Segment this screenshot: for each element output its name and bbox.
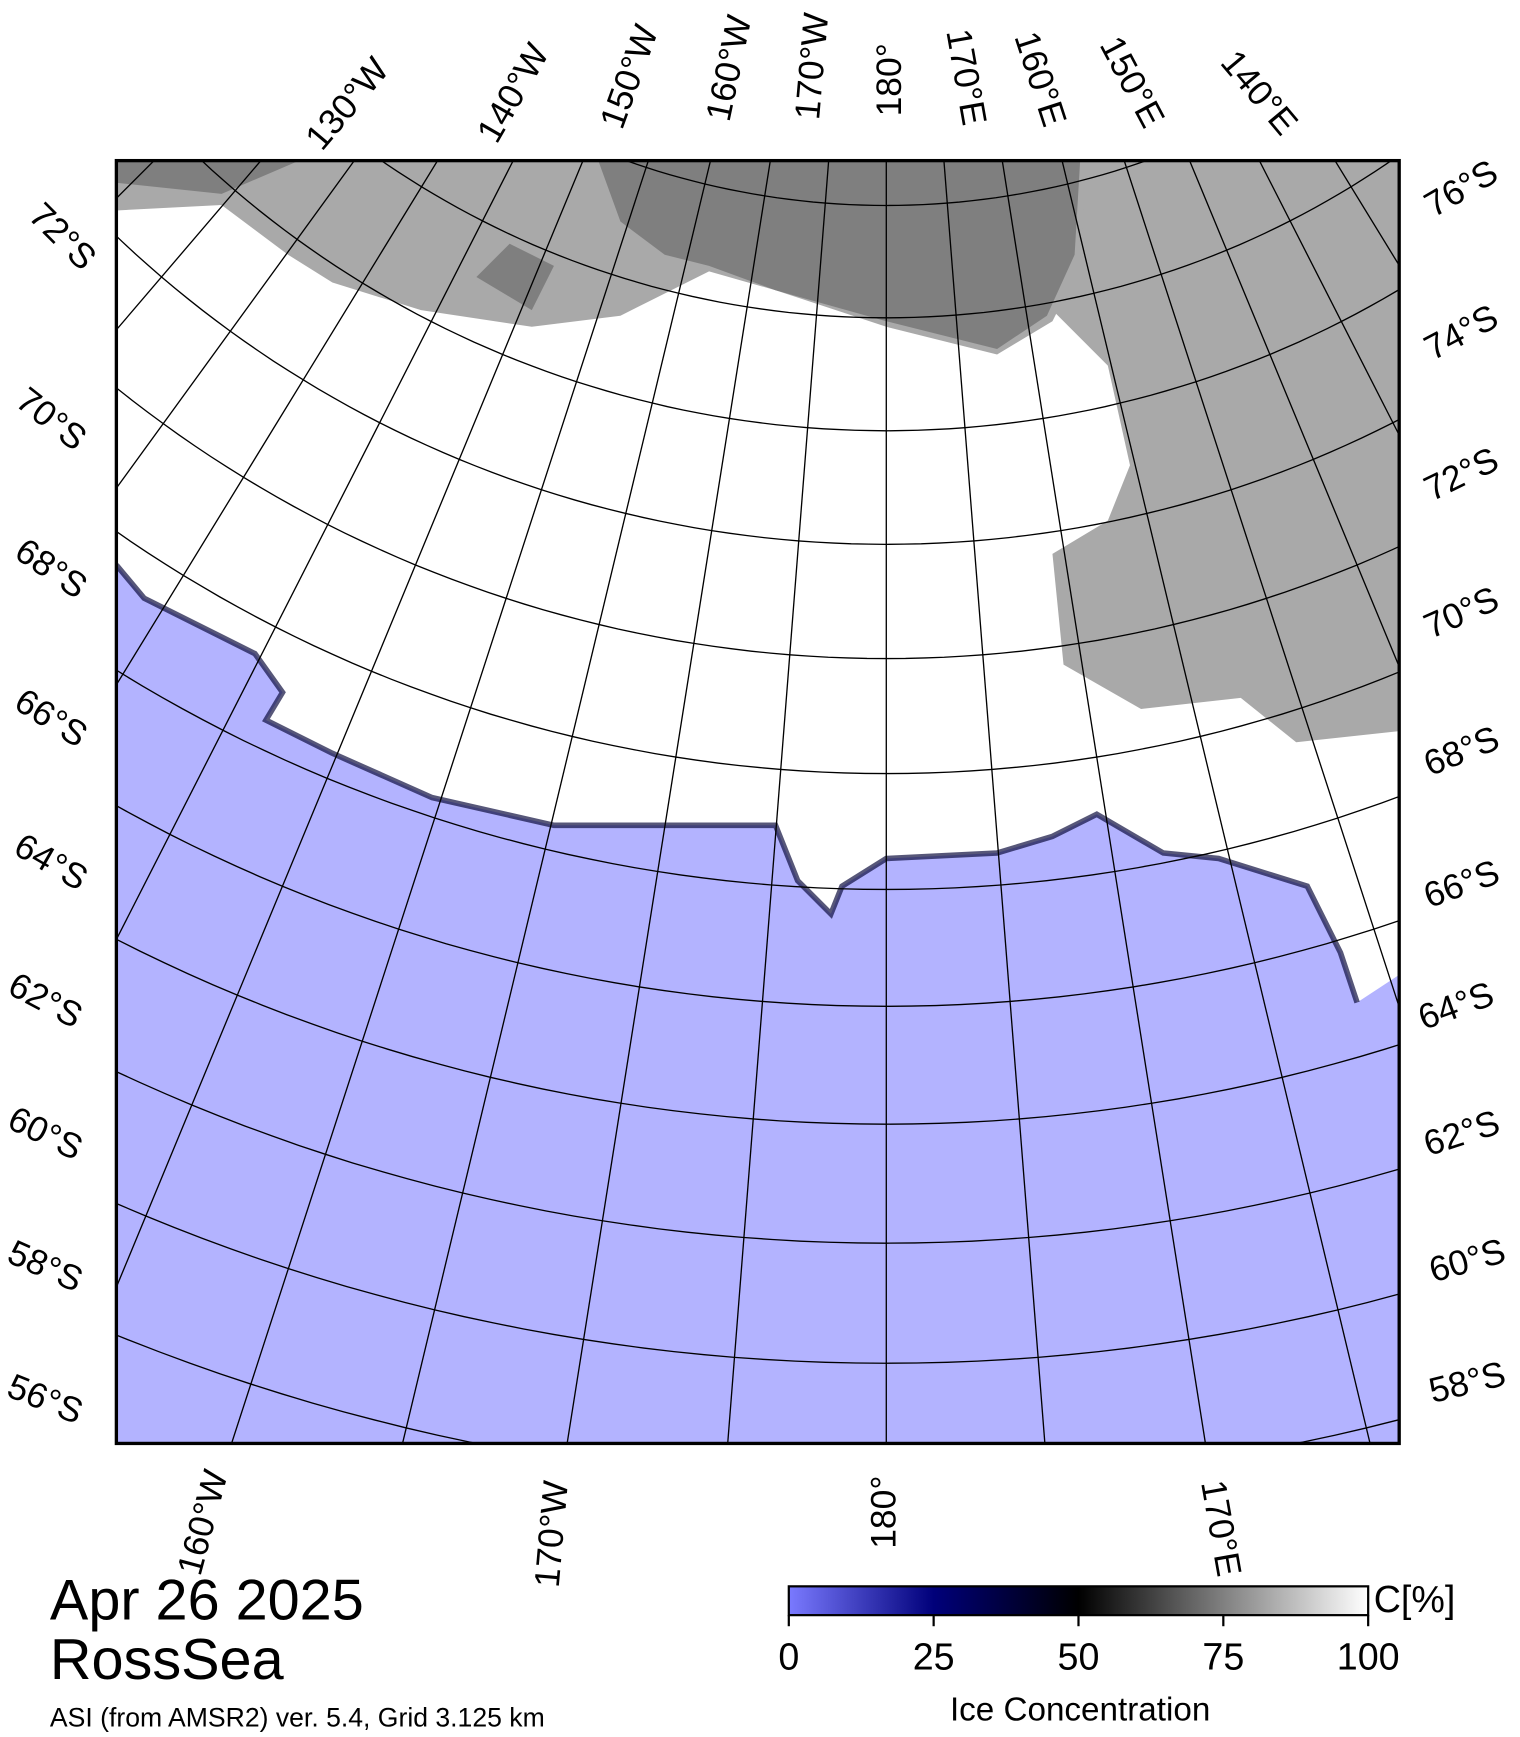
graticule-label: 160°E	[1007, 27, 1075, 132]
graticule-label: 66°S	[8, 680, 95, 755]
graticule-labels: 130°W 140°W 150°W 160°W 170°W 180° 170°E 160°E 1…	[2, 11, 1510, 1589]
meridian-line	[401, 160, 712, 1444]
graticule-label: 180°	[864, 1475, 904, 1548]
subtitle: ASI (from AMSR2) ver. 5.4, Grid 3.125 km	[50, 1702, 545, 1732]
graticule-label: 130°W	[297, 49, 397, 157]
meridian-line	[116, 160, 514, 941]
colorbar-tick-label: 100	[1337, 1635, 1400, 1677]
graticule-label: 150°E	[1092, 30, 1173, 134]
graticule-label: 58°S	[1425, 1353, 1510, 1410]
meridian-line	[230, 160, 650, 1444]
land	[1052, 160, 1400, 743]
graticule-label: 170°E	[938, 26, 994, 128]
colorbar	[787, 1585, 1370, 1617]
graticule-label: 60°S	[1425, 1230, 1510, 1290]
graticule-label: 170°W	[787, 11, 836, 121]
graticule-label: 140°E	[1213, 42, 1306, 142]
graticule-label: 70°S	[9, 379, 94, 458]
graticule-label: 68°S	[1418, 718, 1505, 784]
meridian-line	[943, 160, 1046, 1444]
no-data	[116, 160, 1081, 349]
colorbar-tick-label: 25	[913, 1635, 955, 1677]
graticule-label: 170°E	[1193, 1477, 1249, 1579]
graticule-label: 66°S	[1418, 852, 1504, 916]
graticule-label: 60°S	[2, 1098, 89, 1168]
graticule-label: 58°S	[2, 1232, 89, 1300]
colorbar-ticks: 0 25 50 75 100	[778, 1615, 1400, 1677]
graticule-label: 160°W	[698, 11, 759, 124]
meridian-line	[1123, 160, 1400, 1010]
colorbar-label: Ice Concentration	[950, 1691, 1210, 1728]
graticule-label: 64°S	[1413, 974, 1499, 1038]
graticule-label: 70°S	[1418, 578, 1505, 646]
date: Apr 26 2025	[50, 1568, 364, 1632]
region: RossSea	[50, 1628, 285, 1692]
graticule-label: 62°S	[1419, 1102, 1505, 1164]
meridian-line	[1001, 160, 1207, 1444]
meridian-line	[1258, 160, 1400, 437]
graticule-label: 72°S	[21, 195, 104, 278]
map-frame	[114, 158, 1401, 1446]
graticule-label: 68°S	[8, 530, 94, 606]
colorbar-tick-label: 75	[1202, 1635, 1244, 1677]
graticule-label: 72°S	[1418, 439, 1505, 509]
graticule-label: 56°S	[2, 1366, 89, 1432]
colorbar-tick-label: 0	[778, 1635, 799, 1677]
graticule-label: 160°W	[169, 1465, 235, 1579]
sea-ice	[116, 160, 1400, 1003]
colorbar-tick-label: 50	[1058, 1635, 1100, 1677]
colorbar-unit: C[%]	[1374, 1578, 1456, 1620]
meridian-line	[727, 160, 830, 1444]
graticule-label: 150°W	[592, 19, 666, 134]
graticule-label: 74°S	[1418, 296, 1505, 368]
ice-edge	[116, 563, 1360, 1004]
meridian-line	[116, 160, 439, 687]
graticule-label: 170°W	[527, 1479, 576, 1589]
graticule-label: 62°S	[2, 964, 89, 1036]
meridian-line	[1061, 160, 1371, 1444]
graticule-label: 64°S	[8, 825, 95, 898]
meridian-line	[1188, 160, 1400, 669]
meridian-line	[566, 160, 771, 1444]
graticule-label: 140°W	[469, 36, 557, 149]
graticule-label: 76°S	[1418, 152, 1505, 225]
graticule-label: 180°	[869, 43, 909, 116]
